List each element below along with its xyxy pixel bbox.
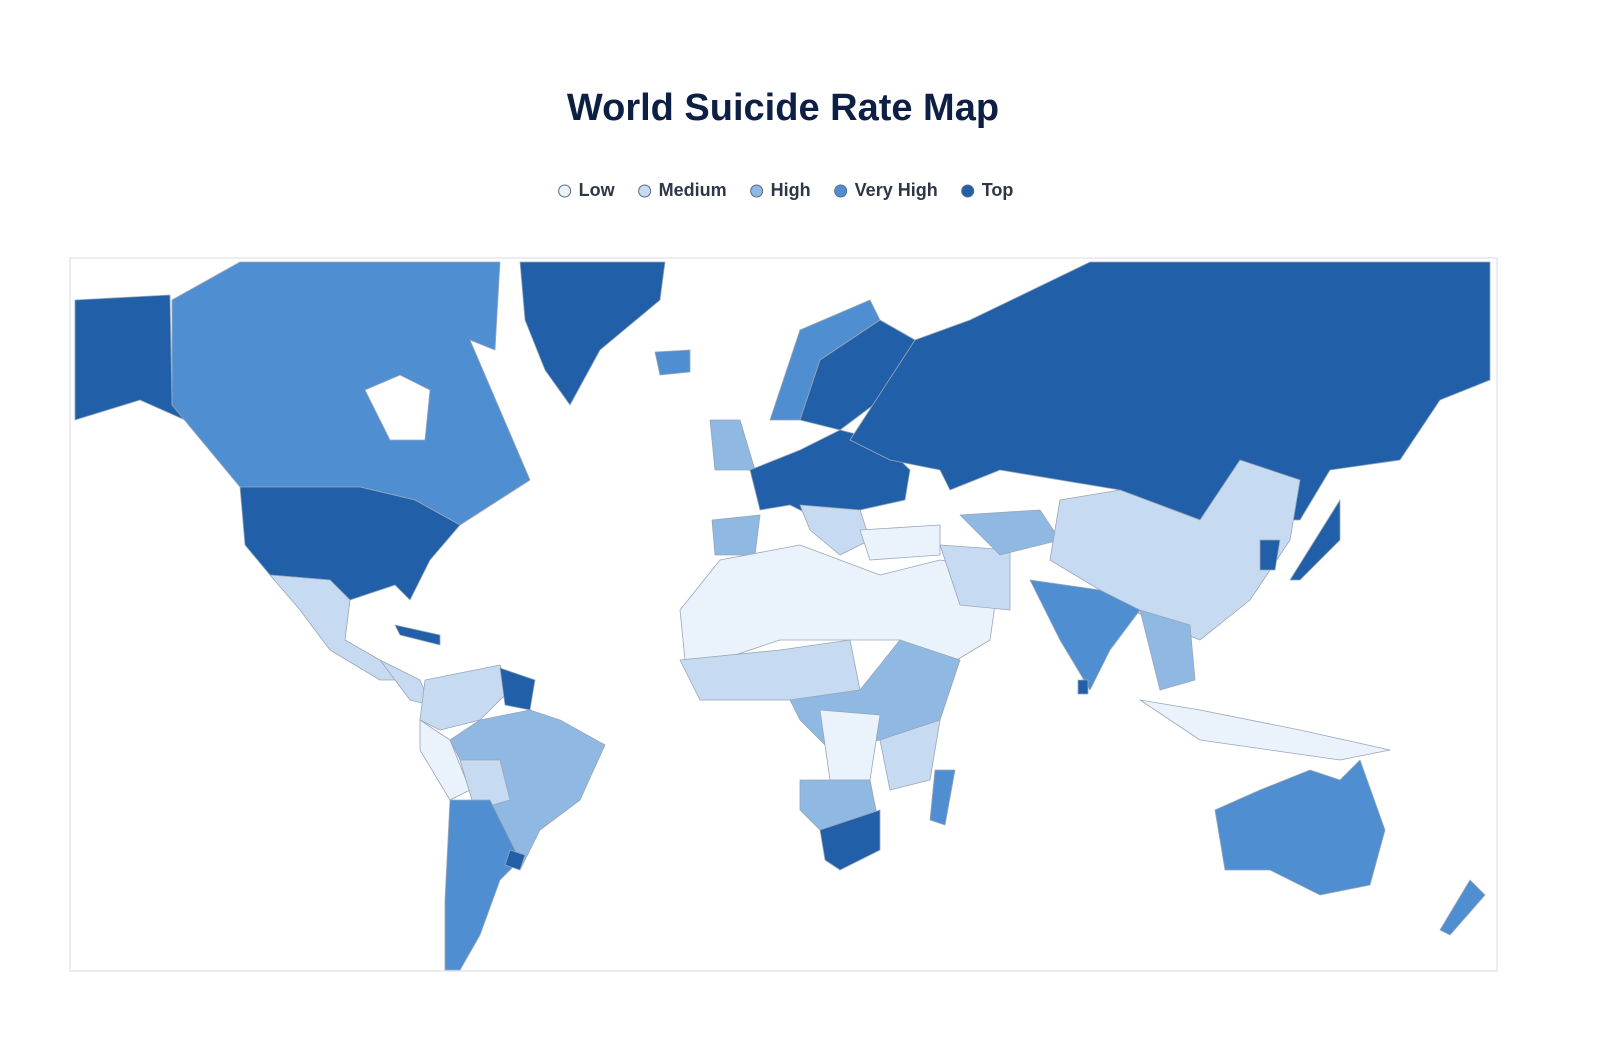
legend-item: Top	[961, 180, 1014, 200]
italy-balkans	[799, 504, 871, 556]
legend-swatch	[961, 184, 975, 198]
legend-item: Medium	[638, 180, 727, 200]
australia	[1214, 759, 1386, 896]
new-zealand	[1439, 879, 1486, 936]
canada	[171, 261, 531, 526]
uruguay	[504, 849, 526, 871]
korea	[1259, 539, 1281, 571]
spain	[711, 514, 761, 556]
southeast-asia	[1139, 609, 1196, 691]
iran	[939, 544, 1011, 611]
east-africa	[879, 719, 941, 791]
south-africa	[819, 809, 881, 871]
legend-swatch	[558, 184, 572, 198]
bolivia	[459, 759, 511, 811]
legend: Low Medium High Very High Top	[558, 180, 1014, 200]
hudson-bay	[364, 374, 431, 441]
legend-text: High	[771, 180, 811, 200]
peru	[419, 719, 471, 801]
map-title: World Suicide Rate Map	[567, 87, 999, 129]
brazil	[449, 709, 606, 871]
legend-text: Top	[982, 180, 1014, 200]
indonesia	[1139, 699, 1391, 761]
legend-text: Very High	[855, 180, 938, 200]
legend-item: Very High	[834, 180, 938, 200]
europe	[749, 429, 911, 521]
legend-item: High	[750, 180, 811, 200]
india	[1029, 579, 1141, 691]
legend-item: Low	[558, 180, 616, 200]
turkey	[859, 524, 941, 561]
usa	[239, 486, 461, 601]
cuba	[394, 624, 441, 646]
russia	[849, 261, 1491, 521]
iceland	[654, 349, 691, 376]
legend-text: Medium	[659, 180, 727, 200]
japan	[1289, 499, 1341, 581]
sri-lanka	[1077, 679, 1089, 695]
legend-swatch	[834, 184, 848, 198]
madagascar	[929, 769, 956, 826]
argentina-chile	[444, 799, 521, 971]
congo	[819, 709, 881, 781]
legend-text: Low	[579, 180, 616, 200]
greenland	[519, 261, 666, 406]
legend-swatch	[638, 184, 652, 198]
map	[74, 261, 1491, 971]
legend-swatch	[750, 184, 764, 198]
